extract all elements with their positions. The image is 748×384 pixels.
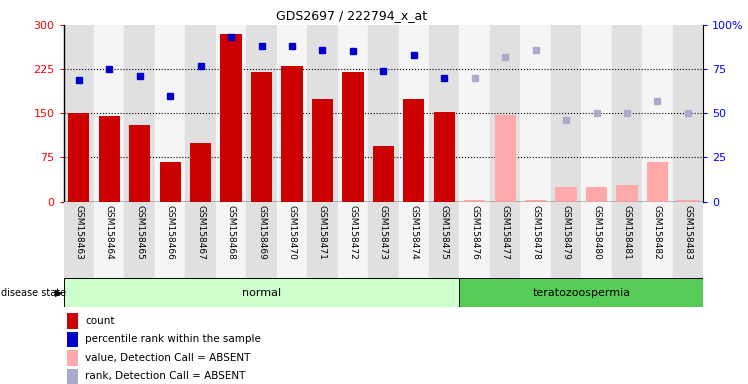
Bar — [186, 202, 216, 278]
Bar — [647, 162, 668, 202]
Text: GSM158475: GSM158475 — [440, 205, 449, 260]
Text: GSM158464: GSM158464 — [105, 205, 114, 260]
Text: disease state: disease state — [1, 288, 67, 298]
Text: GSM158467: GSM158467 — [196, 205, 205, 260]
Text: rank, Detection Call = ABSENT: rank, Detection Call = ABSENT — [85, 371, 245, 381]
Bar — [312, 99, 333, 202]
Text: GSM158468: GSM158468 — [227, 205, 236, 260]
Bar — [216, 202, 246, 278]
Text: GSM158476: GSM158476 — [470, 205, 479, 260]
Bar — [155, 25, 186, 202]
Bar — [434, 112, 455, 202]
Bar — [246, 25, 277, 202]
Text: GSM158480: GSM158480 — [592, 205, 601, 260]
Bar — [337, 25, 368, 202]
Text: normal: normal — [242, 288, 281, 298]
Bar — [99, 116, 120, 202]
Bar — [612, 202, 643, 278]
Text: GSM158469: GSM158469 — [257, 205, 266, 260]
Text: GSM158470: GSM158470 — [287, 205, 296, 260]
Text: GSM158474: GSM158474 — [409, 205, 418, 260]
Text: GSM158479: GSM158479 — [562, 205, 571, 260]
Bar — [429, 25, 459, 202]
Bar — [525, 200, 546, 202]
Bar — [464, 200, 485, 202]
Bar — [521, 202, 551, 278]
Bar — [67, 313, 79, 329]
Text: count: count — [85, 316, 115, 326]
Bar — [307, 202, 337, 278]
Bar — [494, 115, 516, 202]
Bar — [216, 25, 246, 202]
Text: teratozoospermia: teratozoospermia — [533, 288, 631, 298]
Text: GSM158483: GSM158483 — [684, 205, 693, 260]
Bar — [190, 143, 211, 202]
Bar — [251, 72, 272, 202]
Bar — [459, 202, 490, 278]
Bar — [616, 185, 637, 202]
Bar — [281, 66, 303, 202]
Title: GDS2697 / 222794_x_at: GDS2697 / 222794_x_at — [276, 9, 427, 22]
Text: percentile rank within the sample: percentile rank within the sample — [85, 334, 261, 344]
Bar — [337, 202, 368, 278]
Bar — [68, 113, 90, 202]
Text: GSM158473: GSM158473 — [378, 205, 388, 260]
Text: GSM158466: GSM158466 — [165, 205, 175, 260]
Bar — [277, 202, 307, 278]
Bar — [186, 25, 216, 202]
Bar — [672, 25, 703, 202]
Bar — [124, 202, 155, 278]
Bar — [64, 202, 94, 278]
Bar — [307, 25, 337, 202]
Bar — [459, 25, 490, 202]
Bar — [129, 125, 150, 202]
Bar — [246, 202, 277, 278]
Text: GSM158482: GSM158482 — [653, 205, 662, 260]
Text: GSM158481: GSM158481 — [622, 205, 631, 260]
Text: GSM158471: GSM158471 — [318, 205, 327, 260]
Bar — [67, 332, 79, 347]
Bar — [490, 202, 521, 278]
Bar — [672, 202, 703, 278]
Text: GSM158463: GSM158463 — [74, 205, 83, 260]
Bar — [64, 278, 459, 307]
Bar — [67, 350, 79, 366]
Text: GSM158477: GSM158477 — [500, 205, 509, 260]
Bar — [124, 25, 155, 202]
Bar — [277, 25, 307, 202]
Bar — [586, 187, 607, 202]
Text: GSM158478: GSM158478 — [531, 205, 540, 260]
Text: value, Detection Call = ABSENT: value, Detection Call = ABSENT — [85, 353, 251, 363]
Bar — [643, 202, 672, 278]
Bar — [551, 25, 581, 202]
Bar — [677, 200, 699, 202]
Bar — [368, 202, 399, 278]
Bar — [490, 25, 521, 202]
Bar — [155, 202, 186, 278]
Bar — [612, 25, 643, 202]
Bar — [399, 25, 429, 202]
Bar — [64, 25, 94, 202]
Text: GSM158465: GSM158465 — [135, 205, 144, 260]
Bar — [551, 202, 581, 278]
Bar — [643, 25, 672, 202]
Bar — [94, 25, 124, 202]
Bar — [94, 202, 124, 278]
Bar — [67, 369, 79, 384]
Bar — [403, 99, 424, 202]
Bar — [221, 34, 242, 202]
Bar — [368, 25, 399, 202]
Bar — [429, 202, 459, 278]
Bar — [521, 25, 551, 202]
Bar — [581, 25, 612, 202]
Bar — [399, 202, 429, 278]
Bar — [343, 72, 364, 202]
Bar — [373, 146, 394, 202]
Text: ▶: ▶ — [55, 288, 62, 298]
Bar — [459, 278, 703, 307]
Text: GSM158472: GSM158472 — [349, 205, 358, 260]
Bar — [556, 187, 577, 202]
Bar — [581, 202, 612, 278]
Bar — [159, 162, 181, 202]
